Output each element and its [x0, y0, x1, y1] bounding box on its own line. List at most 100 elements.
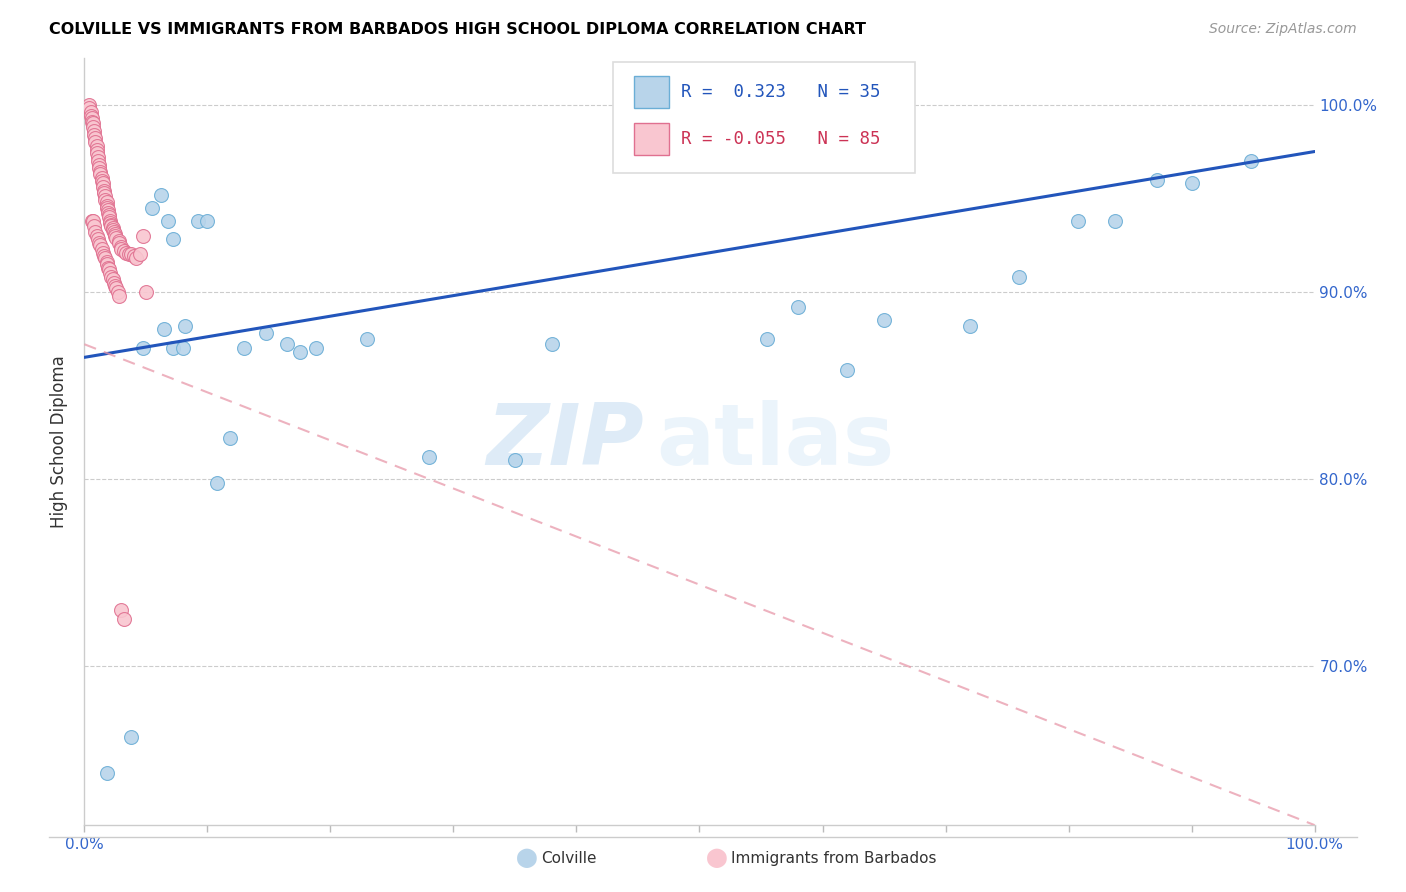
Text: R =  0.323   N = 35: R = 0.323 N = 35 [681, 83, 880, 101]
Point [79, 102, 101, 116]
Text: atlas: atlas [657, 400, 894, 483]
Bar [634, 123, 669, 155]
Point [1067, 213, 1090, 227]
Point [276, 337, 298, 351]
Point [96, 255, 118, 269]
Point [96, 199, 118, 213]
Point [157, 213, 180, 227]
Point [186, 213, 209, 227]
Point [101, 221, 124, 235]
Point [93, 249, 115, 263]
Point [100, 219, 122, 234]
Point [87, 232, 110, 246]
Point [83, 128, 105, 142]
Point [89, 238, 111, 252]
Point [94, 193, 117, 207]
Point [91, 180, 114, 194]
Point [91, 245, 114, 260]
Point [79, 105, 101, 120]
Point [89, 165, 111, 179]
FancyBboxPatch shape [613, 62, 915, 173]
Point [103, 225, 125, 239]
Text: COLVILLE VS IMMIGRANTS FROM BARBADOS HIGH SCHOOL DIPLOMA CORRELATION CHART: COLVILLE VS IMMIGRANTS FROM BARBADOS HIG… [49, 22, 866, 37]
Point [82, 116, 104, 130]
Point [90, 170, 112, 185]
Point [132, 341, 155, 355]
Point [105, 281, 128, 295]
Point [87, 153, 110, 168]
Point [96, 201, 118, 215]
Point [107, 285, 129, 299]
Point [112, 612, 135, 626]
Point [93, 184, 115, 198]
Point [80, 114, 103, 128]
Point [112, 244, 135, 258]
Text: ⬤: ⬤ [516, 848, 538, 868]
Point [115, 245, 138, 260]
Point [197, 213, 219, 227]
Point [162, 232, 184, 246]
Point [87, 161, 111, 176]
Y-axis label: High School Diploma: High School Diploma [51, 355, 69, 528]
Point [80, 213, 103, 227]
Point [101, 223, 124, 237]
Point [756, 332, 779, 346]
Point [86, 146, 108, 161]
Point [90, 174, 112, 188]
Point [84, 225, 107, 239]
Point [128, 247, 150, 261]
Point [1240, 153, 1263, 168]
Point [94, 189, 117, 203]
Point [97, 206, 120, 220]
Point [135, 285, 157, 299]
Point [83, 124, 105, 138]
Text: R = -0.055   N = 85: R = -0.055 N = 85 [681, 130, 880, 148]
Text: Colville: Colville [541, 851, 596, 865]
Point [98, 208, 120, 222]
Point [108, 236, 131, 251]
Point [98, 213, 121, 227]
Point [118, 247, 141, 261]
Point [104, 279, 127, 293]
Point [79, 97, 101, 112]
Point [96, 257, 118, 271]
Point [110, 242, 132, 256]
Point [837, 363, 859, 377]
Point [207, 475, 229, 490]
Point [87, 158, 111, 172]
Point [125, 251, 148, 265]
Point [100, 218, 122, 232]
Point [104, 227, 127, 241]
Point [86, 228, 108, 243]
Point [149, 187, 172, 202]
Point [1008, 269, 1031, 284]
Point [1146, 172, 1168, 186]
Point [218, 431, 240, 445]
Point [90, 242, 112, 256]
Point [1181, 177, 1204, 191]
Point [233, 341, 256, 355]
Point [96, 195, 118, 210]
Point [98, 210, 120, 224]
Point [103, 276, 125, 290]
Point [91, 177, 114, 191]
Text: ⬤: ⬤ [706, 848, 728, 868]
Point [172, 341, 194, 355]
Point [98, 216, 121, 230]
Point [82, 213, 104, 227]
Point [153, 322, 176, 336]
Point [141, 201, 163, 215]
Point [82, 120, 104, 135]
Point [84, 131, 107, 145]
Point [87, 236, 111, 251]
Point [120, 730, 142, 744]
Point [120, 247, 142, 261]
Text: Immigrants from Barbados: Immigrants from Barbados [731, 851, 936, 865]
Point [93, 186, 115, 200]
Point [110, 240, 132, 254]
Point [108, 235, 131, 249]
Point [86, 143, 108, 157]
Bar [634, 76, 669, 108]
Point [787, 300, 810, 314]
Point [110, 603, 132, 617]
